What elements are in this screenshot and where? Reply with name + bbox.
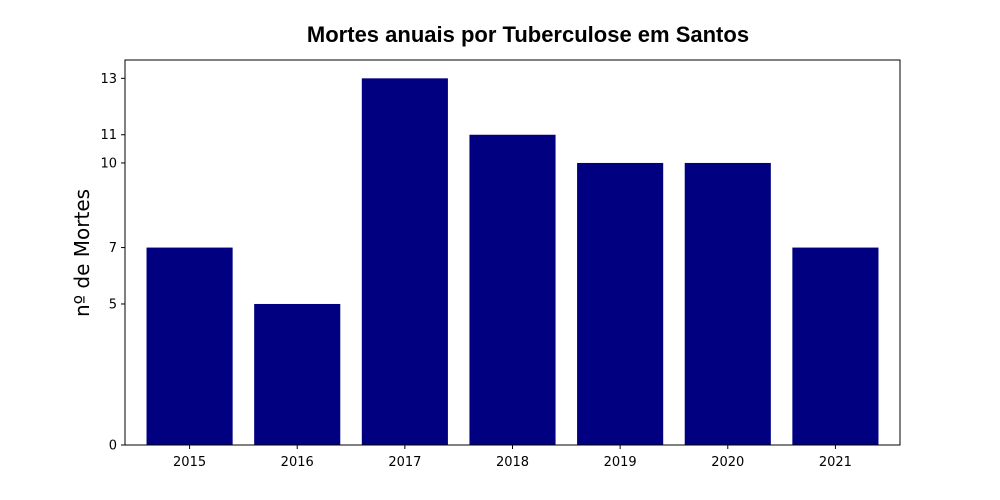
bar-2017 [361,78,448,445]
x-tick-label: 2016 [281,455,314,470]
y-tick-label: 5 [109,297,117,312]
bar-2021 [792,247,879,445]
x-tick-label: 2021 [819,455,852,470]
y-axis-ticks: 0 5 7 10 11 13 [100,72,125,454]
bar-2019 [577,162,664,445]
bar-2016 [254,303,341,445]
x-tick-label: 2020 [711,455,744,470]
bars [146,78,879,445]
y-tick-label: 0 [109,439,117,454]
bar-2018 [469,134,556,445]
x-tick-label: 2018 [496,455,529,470]
plot-frame [124,59,901,446]
x-tick-label: 2015 [173,455,206,470]
x-axis-ticks: 2015 2016 2017 2018 2019 2020 2021 [173,445,852,470]
bar-2015 [146,247,233,445]
y-tick-label: 7 [109,241,117,256]
y-axis-label: nº de Mortes [70,189,94,317]
x-tick-label: 2017 [388,455,421,470]
chart-title: Mortes anuais por Tuberculose em Santos [307,22,749,47]
x-tick-label: 2019 [604,455,637,470]
y-tick-label: 13 [100,72,117,87]
y-tick-label: 11 [100,128,117,143]
bar-2020 [684,162,771,445]
y-tick-label: 10 [100,156,117,171]
